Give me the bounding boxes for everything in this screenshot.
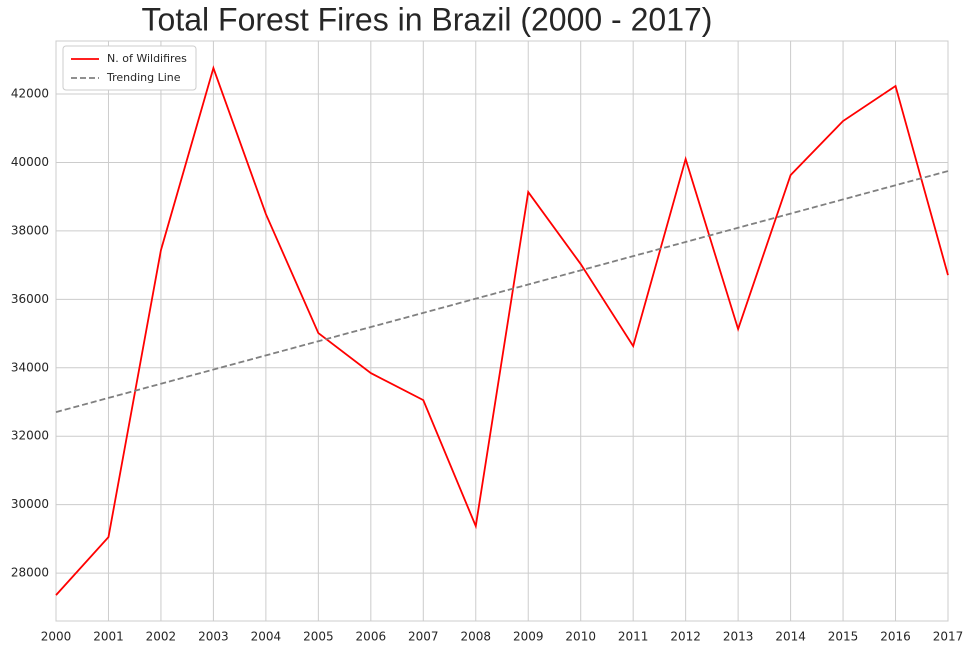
x-tick-label: 2006 <box>356 630 387 644</box>
x-tick-label: 2010 <box>565 630 596 644</box>
y-tick-label: 34000 <box>11 360 49 374</box>
y-tick-label: 32000 <box>11 429 49 443</box>
y-tick-label: 42000 <box>11 87 49 101</box>
y-tick-label: 30000 <box>11 497 49 511</box>
series-line <box>55 170 949 413</box>
x-tick-label: 2011 <box>618 630 649 644</box>
x-tick-label: 2002 <box>146 630 177 644</box>
y-tick-label: 36000 <box>11 292 49 306</box>
x-tick-label: 2001 <box>93 630 124 644</box>
legend-label: N. of Wildifires <box>107 52 187 65</box>
x-tick-label: 2012 <box>670 630 701 644</box>
x-tick-label: 2016 <box>880 630 911 644</box>
legend-label: Trending Line <box>106 71 181 84</box>
x-tick-label: 2015 <box>828 630 859 644</box>
x-tick-label: 2004 <box>251 630 282 644</box>
chart-title: Total Forest Fires in Brazil (2000 - 201… <box>142 1 713 37</box>
plot-frame <box>55 40 949 622</box>
x-tick-label: 2005 <box>303 630 334 644</box>
x-tick-label: 2003 <box>198 630 229 644</box>
x-tick-label: 2014 <box>775 630 806 644</box>
legend-box <box>62 45 197 91</box>
x-tick-label: 2008 <box>460 630 491 644</box>
y-tick-label: 38000 <box>11 223 49 237</box>
y-tick-label: 40000 <box>11 155 49 169</box>
x-tick-label: 2013 <box>723 630 754 644</box>
x-tick-label: 2009 <box>513 630 544 644</box>
series-line <box>55 65 949 596</box>
x-tick-label: 2007 <box>408 630 439 644</box>
y-tick-label: 28000 <box>11 566 49 580</box>
x-tick-label: 2000 <box>41 630 72 644</box>
x-tick-label: 2017 <box>933 630 964 644</box>
